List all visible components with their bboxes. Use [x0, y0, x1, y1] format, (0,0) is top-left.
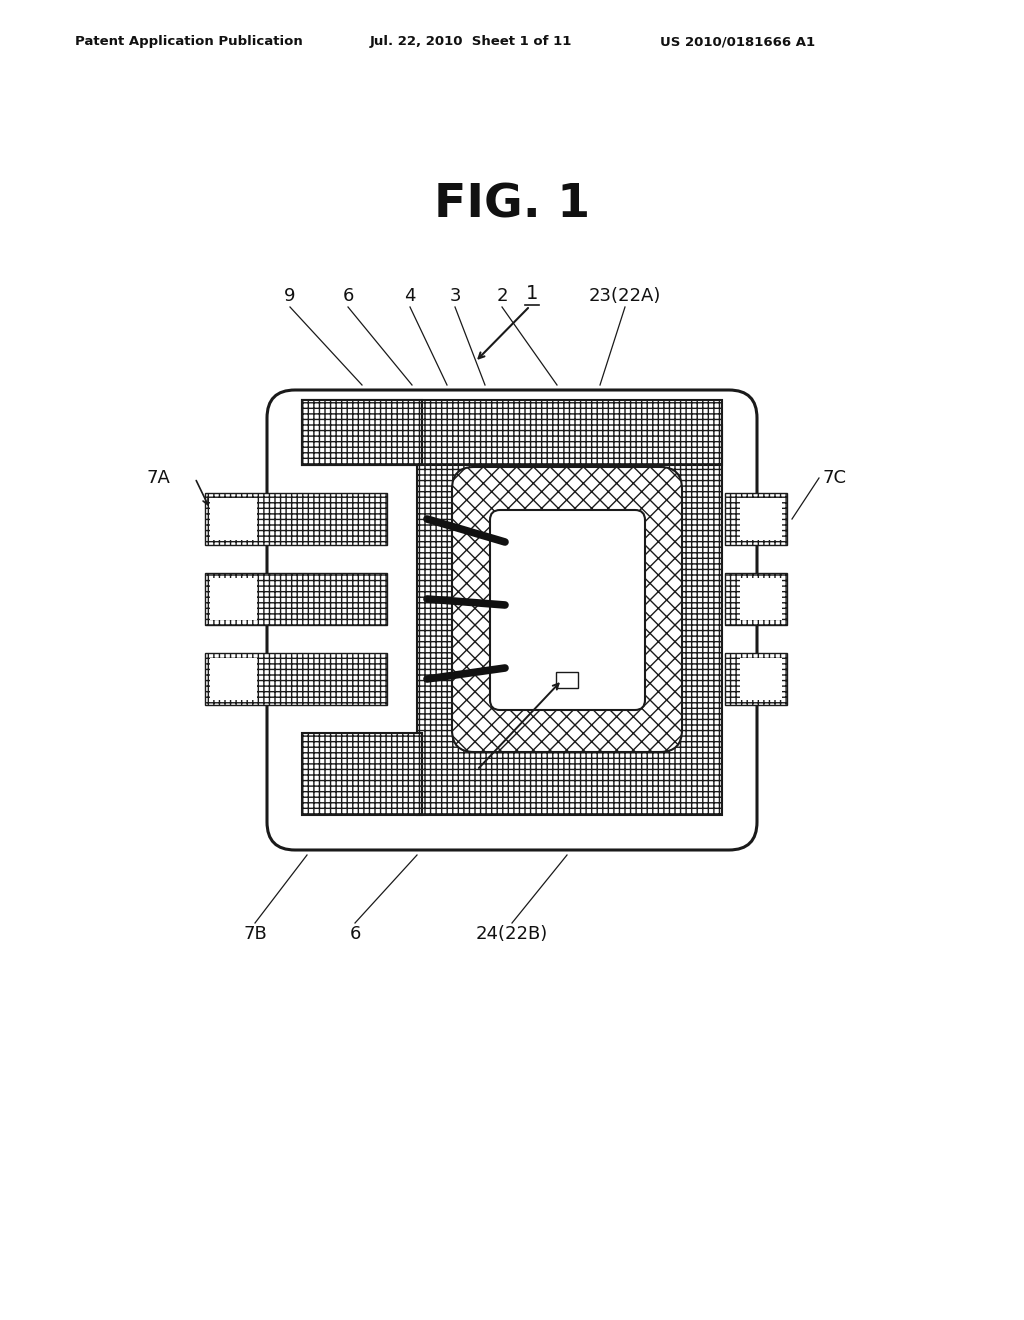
Bar [740, 578, 782, 620]
Bar [725, 573, 787, 624]
FancyBboxPatch shape [490, 510, 645, 710]
Bar [205, 492, 387, 545]
Bar [302, 733, 422, 814]
Text: US 2010/0181666 A1: US 2010/0181666 A1 [660, 36, 815, 49]
Text: 24(22B): 24(22B) [476, 925, 548, 942]
Bar [205, 653, 387, 705]
Bar [302, 400, 422, 465]
Text: 23(22A): 23(22A) [589, 286, 662, 305]
Bar [210, 657, 257, 700]
Text: 3: 3 [450, 286, 461, 305]
Text: 1: 1 [525, 284, 539, 304]
Bar [725, 492, 787, 545]
Text: 4: 4 [404, 286, 416, 305]
Text: 6: 6 [342, 286, 353, 305]
Bar [205, 573, 387, 624]
Bar [556, 672, 578, 688]
Bar [302, 400, 722, 465]
Bar [740, 498, 782, 540]
Text: 7A: 7A [146, 469, 170, 487]
Text: FIG. 1: FIG. 1 [434, 182, 590, 227]
Text: Patent Application Publication: Patent Application Publication [75, 36, 303, 49]
Bar [210, 498, 257, 540]
Text: Jul. 22, 2010  Sheet 1 of 11: Jul. 22, 2010 Sheet 1 of 11 [370, 36, 572, 49]
Text: 7C: 7C [822, 469, 846, 487]
Text: 2: 2 [497, 286, 508, 305]
FancyBboxPatch shape [452, 467, 682, 752]
Bar [725, 653, 787, 705]
Bar [740, 657, 782, 700]
Bar [417, 425, 722, 814]
Bar [210, 578, 257, 620]
Text: 9: 9 [285, 286, 296, 305]
Text: 7B: 7B [243, 925, 267, 942]
FancyBboxPatch shape [267, 389, 757, 850]
Text: 6: 6 [349, 925, 360, 942]
